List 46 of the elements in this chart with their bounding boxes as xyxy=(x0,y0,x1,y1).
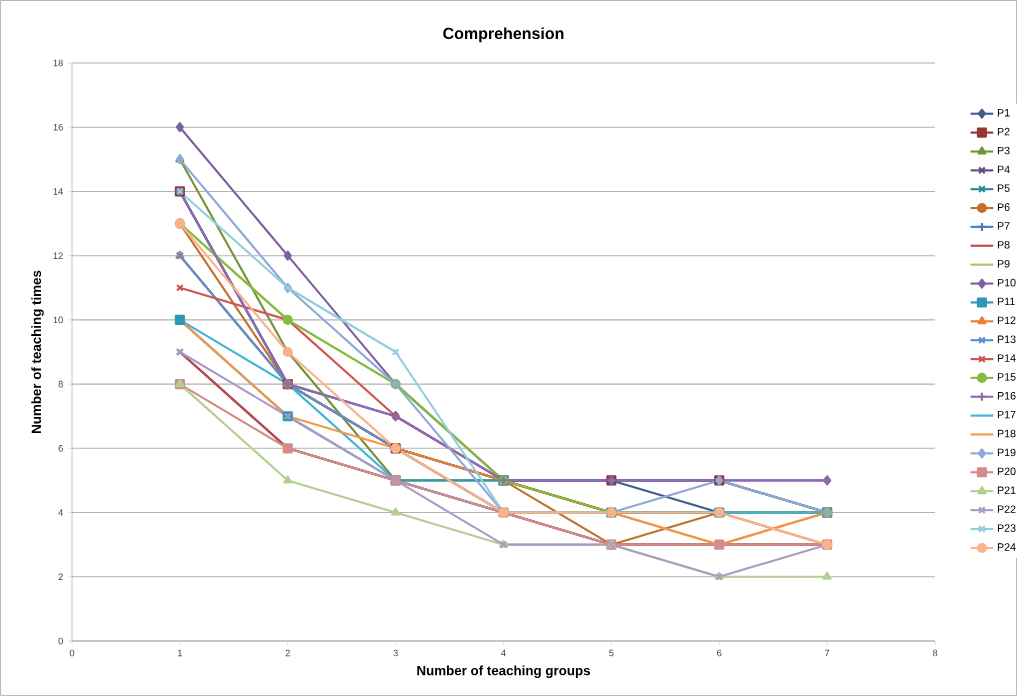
y-tick-label: 10 xyxy=(53,316,63,324)
x-tick-label: 7 xyxy=(825,649,830,657)
legend-label: P11 xyxy=(997,297,1015,306)
legend-label: P14 xyxy=(997,354,1016,362)
legend-label: P18 xyxy=(997,429,1016,438)
legend-label: P7 xyxy=(997,222,1010,230)
legend-label: P8 xyxy=(997,241,1010,249)
y-tick-label: 0 xyxy=(58,637,63,645)
x-tick-label: 8 xyxy=(932,649,938,657)
y-tick-label: 12 xyxy=(53,252,63,259)
legend-label: P10 xyxy=(997,278,1016,287)
legend-label: P12 xyxy=(997,316,1016,325)
legend-label: P24 xyxy=(997,543,1016,551)
legend-label: P1 xyxy=(997,109,1010,117)
y-tick-label: 2 xyxy=(58,573,63,581)
legend-label: P21 xyxy=(997,486,1016,494)
legend-label: P15 xyxy=(997,373,1016,381)
y-tick-label: 8 xyxy=(58,380,63,388)
x-axis-title: Number of teaching groups xyxy=(417,665,590,678)
y-tick-label: 18 xyxy=(53,59,63,67)
y-tick-label: 16 xyxy=(53,123,63,131)
x-tick-label: 6 xyxy=(717,649,722,657)
x-tick-label: 0 xyxy=(69,649,75,657)
x-tick-label: 4 xyxy=(501,649,506,657)
y-tick-label: 4 xyxy=(58,509,64,516)
legend-label: P5 xyxy=(997,184,1010,192)
x-tick-label: 5 xyxy=(609,649,614,657)
y-tick-label: 6 xyxy=(58,445,63,452)
chart-title: Comprehension xyxy=(443,27,564,43)
legend-label: P20 xyxy=(997,467,1016,476)
legend-label: P13 xyxy=(997,335,1016,344)
legend-label: P3 xyxy=(997,146,1010,155)
legend-label: P17 xyxy=(997,410,1016,419)
legend-label: P6 xyxy=(997,203,1010,211)
legend-label: P22 xyxy=(997,505,1016,513)
legend-label: P16 xyxy=(997,392,1016,400)
legend-label: P2 xyxy=(997,127,1010,136)
legend-label: P4 xyxy=(997,165,1010,174)
x-tick-label: 1 xyxy=(177,649,183,657)
y-axis-title: Number of teaching times xyxy=(31,270,44,433)
legend-label: P23 xyxy=(997,524,1016,532)
y-tick-label: 14 xyxy=(53,188,64,195)
legend-label: P19 xyxy=(997,448,1016,457)
x-tick-label: 2 xyxy=(285,649,290,657)
legend-label: P9 xyxy=(997,259,1010,268)
x-tick-label: 3 xyxy=(393,649,398,657)
